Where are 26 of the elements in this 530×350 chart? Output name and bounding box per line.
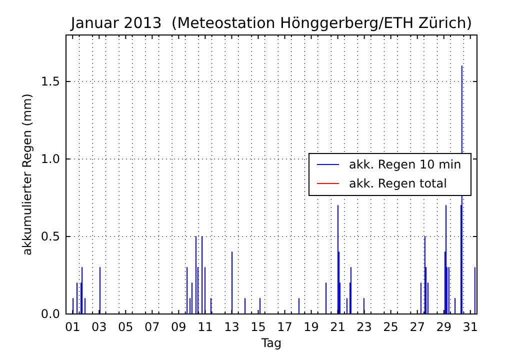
x-tick-label: 17 (277, 320, 292, 334)
x-tick-label: 07 (144, 320, 160, 334)
legend-label: akk. Regen 10 min (349, 158, 462, 172)
y-tick-label: 0.0 (40, 307, 60, 321)
line-series (72, 66, 476, 314)
x-tick-label: 27 (410, 320, 425, 334)
x-tick-label: 11 (198, 320, 213, 334)
x-tick-label: 03 (92, 320, 107, 334)
x-tick-label: 13 (224, 320, 240, 334)
x-tick-label: 25 (383, 320, 398, 334)
x-tick-label: 29 (436, 320, 452, 334)
x-tick-label: 31 (462, 320, 478, 334)
chart-title: Januar 2013 (Meteostation Hönggerberg/ETH Zürich) (70, 14, 472, 32)
x-tick-label: 01 (64, 320, 80, 334)
x-axis-title: Tag (260, 336, 282, 350)
y-tick-label: 1.0 (40, 152, 60, 166)
x-tick-label: 15 (250, 320, 266, 334)
x-tick-label: 21 (330, 320, 346, 334)
y-tick-label: 0.5 (40, 230, 60, 244)
x-tick-label: 23 (356, 320, 372, 334)
x-tick-label: 09 (171, 320, 186, 334)
legend-label: akk. Regen total (349, 176, 447, 190)
x-tick-label: 19 (304, 320, 319, 334)
y-tick-label: 1.5 (40, 74, 60, 88)
y-axis-title: akkumulierter Regen (mm) (20, 94, 34, 256)
x-tick-label: 05 (118, 320, 134, 334)
